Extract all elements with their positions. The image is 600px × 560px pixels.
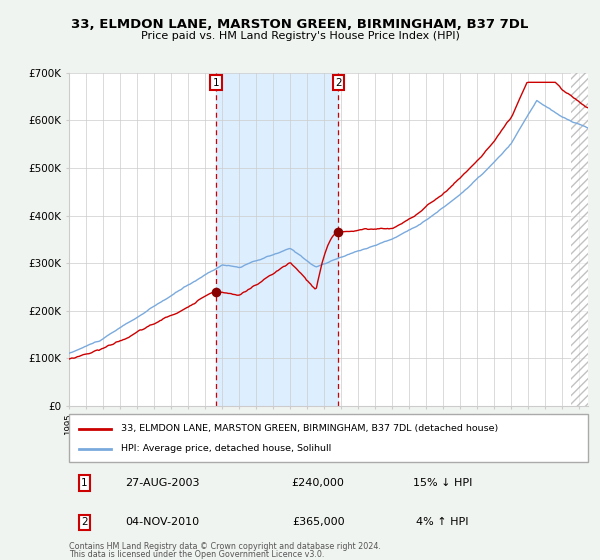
Text: HPI: Average price, detached house, Solihull: HPI: Average price, detached house, Soli… <box>121 444 331 453</box>
Text: 04-NOV-2010: 04-NOV-2010 <box>125 517 199 527</box>
Bar <box>216 73 338 406</box>
Text: Price paid vs. HM Land Registry's House Price Index (HPI): Price paid vs. HM Land Registry's House … <box>140 31 460 41</box>
Text: £240,000: £240,000 <box>292 478 344 488</box>
Text: This data is licensed under the Open Government Licence v3.0.: This data is licensed under the Open Gov… <box>69 550 325 559</box>
Text: 2: 2 <box>81 517 88 527</box>
Point <box>211 287 221 296</box>
Text: £365,000: £365,000 <box>292 517 344 527</box>
FancyBboxPatch shape <box>69 414 588 462</box>
Bar <box>571 73 600 406</box>
Text: 33, ELMDON LANE, MARSTON GREEN, BIRMINGHAM, B37 7DL: 33, ELMDON LANE, MARSTON GREEN, BIRMINGH… <box>71 18 529 31</box>
Text: 1: 1 <box>81 478 88 488</box>
Text: 15% ↓ HPI: 15% ↓ HPI <box>413 478 472 488</box>
Text: 33, ELMDON LANE, MARSTON GREEN, BIRMINGHAM, B37 7DL (detached house): 33, ELMDON LANE, MARSTON GREEN, BIRMINGH… <box>121 424 498 433</box>
Text: 1: 1 <box>213 78 220 88</box>
Text: Contains HM Land Registry data © Crown copyright and database right 2024.: Contains HM Land Registry data © Crown c… <box>69 542 381 551</box>
Text: 27-AUG-2003: 27-AUG-2003 <box>125 478 200 488</box>
Point <box>334 228 343 237</box>
Text: 2: 2 <box>335 78 342 88</box>
Text: 4% ↑ HPI: 4% ↑ HPI <box>416 517 469 527</box>
